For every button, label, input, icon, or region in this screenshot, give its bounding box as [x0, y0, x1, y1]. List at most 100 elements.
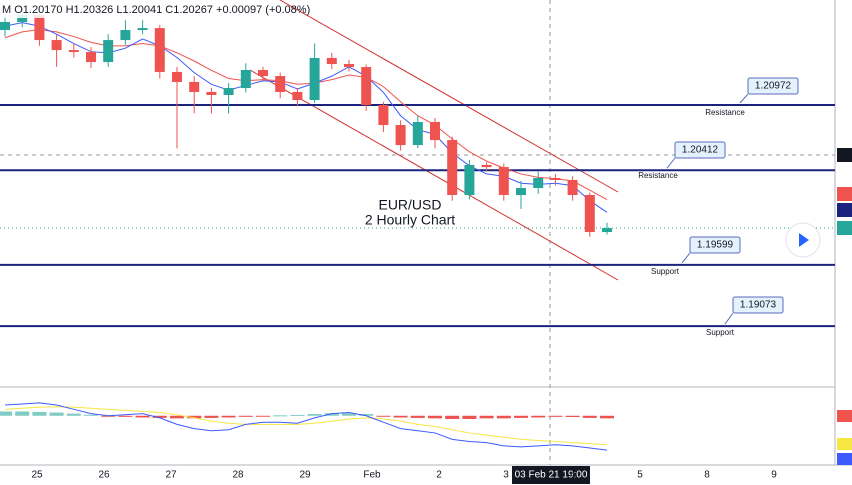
- macd-histogram-bar: [393, 415, 408, 418]
- chart-title: EUR/USD: [378, 197, 441, 213]
- macd-histogram-bar: [238, 415, 253, 417]
- macd-histogram-bar: [479, 415, 494, 419]
- play-icon: [799, 233, 809, 247]
- candle-body: [172, 71, 182, 82]
- macd-histogram-bar: [445, 415, 460, 419]
- macd-line: [4, 402, 608, 451]
- candle-body: [584, 195, 595, 233]
- header-bg: [0, 2, 268, 18]
- macd-histogram-bar: [118, 415, 133, 417]
- level-note: Resistance: [638, 171, 678, 180]
- macd-histogram-bar: [376, 415, 391, 417]
- level-note: Resistance: [705, 108, 745, 117]
- macd-histogram-bar: [0, 411, 12, 416]
- macd-tag: [837, 410, 852, 422]
- candle-body: [344, 64, 354, 68]
- x-tick-label: 27: [165, 470, 177, 481]
- macd-histogram-bar: [342, 413, 356, 416]
- candle-body: [326, 57, 337, 65]
- candle-body: [447, 140, 458, 196]
- candle-body: [17, 15, 28, 23]
- x-tick-label: 25: [31, 470, 43, 481]
- level-note: Support: [706, 328, 735, 337]
- candle-body: [103, 40, 114, 63]
- candle-body: [240, 69, 251, 89]
- macd-histogram-bar: [565, 415, 580, 418]
- macd-tag: [837, 438, 852, 450]
- channel-upper: [279, 0, 619, 193]
- callout-leader: [724, 312, 734, 325]
- x-tick-label: 29: [299, 470, 311, 481]
- macd-histogram-bar: [496, 415, 511, 419]
- candle-body: [275, 76, 286, 92]
- x-tick-label: 5: [637, 470, 643, 481]
- level-label: 1.19073: [740, 300, 777, 311]
- level-note: Support: [651, 267, 680, 276]
- macd-histogram-bar: [273, 415, 288, 417]
- price-tag: [837, 203, 852, 217]
- callout-box: [747, 77, 799, 95]
- x-tick-label: 9: [771, 470, 777, 481]
- candle-body: [258, 69, 268, 77]
- chart-subtitle: 2 Hourly Chart: [365, 212, 455, 228]
- level-label: 1.20412: [682, 145, 719, 156]
- candle-body: [481, 164, 492, 168]
- ohlc-header: M O1.20170 H1.20326 L1.20041 C1.20267 +0…: [2, 4, 310, 16]
- macd-histogram-bar: [600, 415, 614, 419]
- candle-body: [309, 57, 320, 101]
- candle-body: [464, 164, 475, 196]
- candle-body: [189, 81, 200, 92]
- callout-box: [732, 296, 784, 314]
- callout-leader: [666, 157, 676, 169]
- macd-histogram-bar: [324, 413, 339, 416]
- macd-histogram-bar: [66, 413, 81, 416]
- callout-box: [674, 141, 726, 159]
- macd-histogram-bar: [221, 415, 236, 418]
- macd-histogram-bar: [152, 415, 167, 418]
- candle-body: [154, 28, 165, 72]
- macd-histogram-bar: [531, 415, 546, 418]
- macd-histogram-bar: [49, 412, 64, 416]
- macd-histogram-bar: [582, 415, 597, 418]
- macd-histogram-bar: [204, 415, 219, 418]
- candle-body: [378, 105, 389, 126]
- crosshair-price-tag: [837, 148, 852, 162]
- macd-histogram-bar: [428, 415, 442, 419]
- crosshair-time-bg: [512, 466, 590, 484]
- x-tick-label: 26: [98, 470, 110, 481]
- candle-body: [602, 228, 612, 233]
- price-tag: [837, 187, 852, 201]
- callout-leader: [739, 93, 749, 104]
- macd-histogram-bar: [462, 415, 477, 419]
- macd-histogram-bar: [15, 411, 30, 416]
- candle-body: [395, 125, 406, 146]
- macd-histogram-bar: [290, 414, 305, 416]
- level-label: 1.19599: [697, 240, 734, 251]
- candle-body: [68, 50, 79, 53]
- macd-histogram-bar: [359, 414, 374, 416]
- macd-histogram-bar: [307, 414, 322, 416]
- candle-body: [567, 179, 578, 196]
- candle-body: [533, 178, 544, 189]
- macd-line: [4, 406, 608, 446]
- candle-body: [137, 28, 148, 31]
- macd-histogram-bar: [548, 415, 563, 417]
- candle-body: [206, 91, 217, 95]
- candle-body: [412, 122, 423, 146]
- level-label: 1.20972: [755, 81, 792, 92]
- x-tick-label: 28: [232, 470, 244, 481]
- macd-histogram-bar: [187, 415, 202, 419]
- macd-histogram-bar: [256, 415, 270, 417]
- candle-body: [51, 40, 62, 51]
- candle-body: [86, 52, 96, 63]
- macd-histogram-bar: [410, 415, 425, 418]
- callout-box: [689, 236, 741, 254]
- macd-tag: [837, 453, 852, 465]
- x-tick-label: 8: [704, 470, 710, 481]
- candle-body: [0, 22, 10, 31]
- x-tick-label: Feb: [363, 470, 381, 481]
- callout-leader: [681, 252, 691, 264]
- macd-histogram-bar: [84, 414, 98, 416]
